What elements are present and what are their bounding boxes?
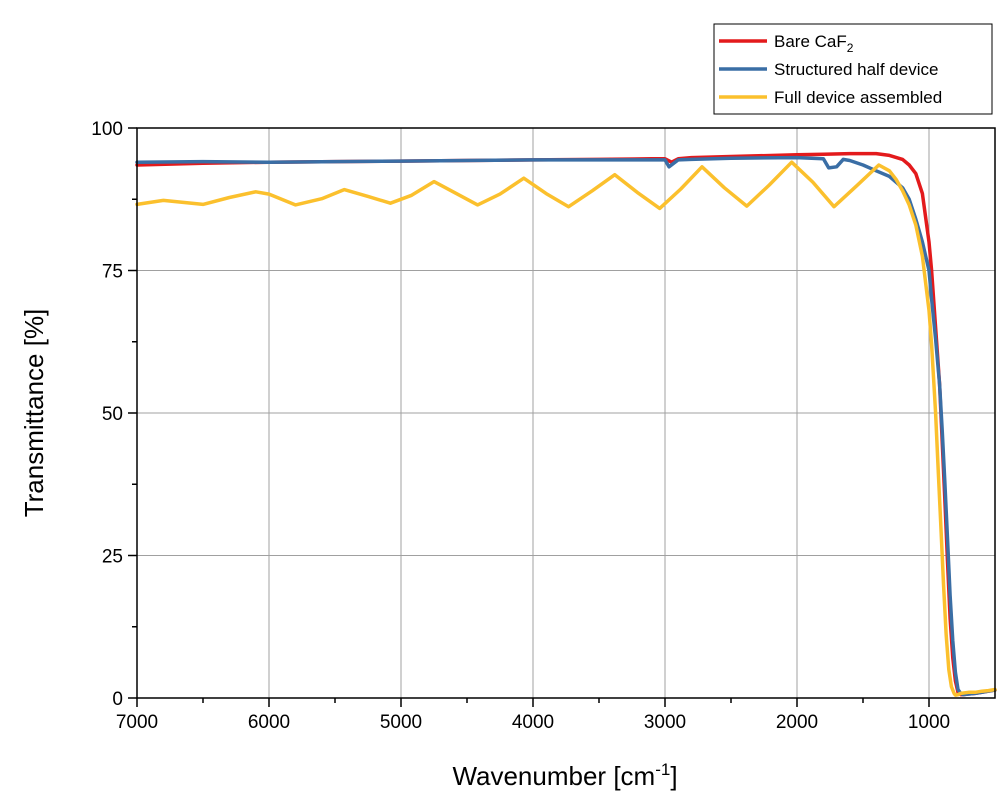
x-tick-label: 3000 bbox=[644, 712, 686, 733]
x-tick-label: 7000 bbox=[116, 712, 158, 733]
x-tick-label: 5000 bbox=[380, 712, 422, 733]
legend-label-2: Structured half device bbox=[774, 60, 938, 79]
y-tick-label: 75 bbox=[102, 262, 123, 283]
legend-label-3: Full device assembled bbox=[774, 88, 942, 107]
x-tick-label: 4000 bbox=[512, 712, 554, 733]
y-tick-label: 0 bbox=[112, 689, 123, 710]
x-tick-label: 6000 bbox=[248, 712, 290, 733]
series-layer bbox=[135, 151, 997, 697]
y-tick-label: 100 bbox=[91, 119, 123, 140]
series-line-2 bbox=[135, 155, 997, 697]
axis-ticks bbox=[128, 127, 930, 707]
x-axis-title: Wavenumber [cm-1] bbox=[452, 760, 677, 791]
x-tick-label: 2000 bbox=[776, 712, 818, 733]
y-tick-label: 50 bbox=[102, 404, 123, 425]
legend-label-1: Bare CaF2 bbox=[774, 32, 854, 55]
legend: Bare CaF2 Structured half device Full devi… bbox=[713, 23, 993, 115]
y-tick-label: 25 bbox=[102, 547, 123, 568]
x-tick-label: 1000 bbox=[908, 712, 950, 733]
y-axis-title: Transmittance [%] bbox=[19, 309, 49, 518]
tick-labels: 7000 6000 5000 4000 3000 2000 1000 0 25 50 75 100 bbox=[91, 119, 950, 733]
series-line-3 bbox=[135, 160, 997, 697]
legend-label-subscript: 2 bbox=[847, 41, 854, 55]
